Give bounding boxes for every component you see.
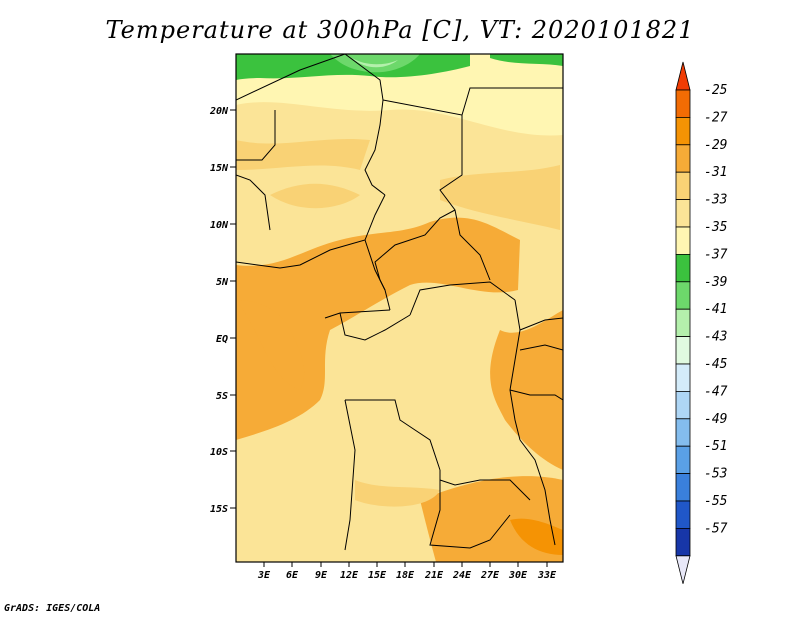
lon-tick-label: 9E: [315, 570, 328, 581]
lon-tick-label: 27E: [480, 570, 500, 581]
map-frame: [235, 53, 564, 563]
colorbar-label: -35: [704, 220, 728, 235]
lat-tick-label: 15S: [210, 504, 228, 515]
lon-tick-label: 12E: [340, 570, 359, 581]
colorbar-swatch: [675, 308, 691, 338]
colorbar-label: -47: [704, 384, 728, 399]
colorbar-swatch: [675, 363, 691, 392]
colorbar-label: -27: [704, 110, 728, 125]
colorbar-swatch: [675, 117, 691, 146]
colorbar-swatch: [675, 445, 691, 475]
lat-tick-label: 20N: [209, 106, 229, 117]
lon-tick-label: 21E: [424, 570, 444, 581]
lat-tick-label: EQ: [216, 334, 228, 345]
colorbar-label: -45: [704, 357, 728, 372]
lon-tick-label: 33E: [537, 570, 557, 581]
colorbar-swatch: [675, 500, 691, 529]
colorbar-bottom-arrow: [675, 555, 691, 584]
lat-axis: 20N 15N 10N 5N EQ 5S 10S 15S: [209, 106, 236, 515]
colorbar-swatch: [675, 171, 691, 200]
lon-tick-label: 24E: [452, 570, 472, 581]
colorbar-swatch: [675, 418, 691, 447]
colorbar-label: -53: [704, 467, 727, 482]
colorbar-label: -39: [704, 275, 727, 290]
lon-tick-label: 30E: [508, 570, 528, 581]
lon-tick-label: 3E: [257, 570, 271, 581]
colorbar-label: -43: [704, 330, 727, 345]
colorbar-swatch: [675, 89, 691, 118]
colorbar-label: -49: [704, 412, 727, 427]
map-title: Temperature at 300hPa [C], VT: 202010182…: [105, 16, 695, 44]
colorbar-swatch: [675, 390, 691, 420]
colorbar-swatch: [675, 528, 691, 557]
country-borders: [236, 54, 563, 551]
lon-tick-label: 18E: [396, 570, 415, 581]
lat-tick-label: 15N: [210, 163, 229, 174]
lon-axis: 3E 6E 9E 12E 15E 18E 21E 24E 27E 30E 33E: [257, 562, 557, 581]
colorbar-label: -41: [704, 302, 727, 317]
colorbar-label: -33: [704, 193, 727, 208]
colorbar-swatch: [675, 253, 691, 283]
colorbar-label: -37: [704, 247, 728, 262]
colorbar-label: -51: [704, 439, 727, 454]
colorbar-swatch: [675, 199, 691, 228]
temperature-field: [236, 54, 563, 562]
credit-label: GrADS: IGES/COLA: [4, 603, 101, 614]
colorbar-label: -55: [704, 494, 728, 509]
colorbar-swatch: [675, 144, 691, 173]
colorbar-swatch: [675, 473, 691, 502]
lon-tick-label: 15E: [368, 570, 387, 581]
colorbar-label: -57: [704, 521, 728, 536]
colorbar-label: -25: [704, 83, 728, 98]
colorbar-swatch: [675, 336, 691, 365]
colorbar-label: -31: [704, 165, 727, 180]
colorbar-swatch: [675, 226, 691, 255]
colorbar: -25 -27 -29 -31 -33 -35 -37 -39 -41 -43 -45 -47 -49 -…: [675, 61, 728, 584]
colorbar-swatch: [675, 281, 691, 310]
lat-tick-label: 5N: [216, 277, 229, 288]
colorbar-label: -29: [704, 138, 727, 153]
colorbar-top-arrow: [675, 61, 691, 91]
lat-tick-label: 10N: [210, 220, 229, 231]
lat-tick-label: 5S: [216, 391, 228, 402]
lon-tick-label: 6E: [286, 570, 299, 581]
lat-tick-label: 10S: [210, 447, 228, 458]
